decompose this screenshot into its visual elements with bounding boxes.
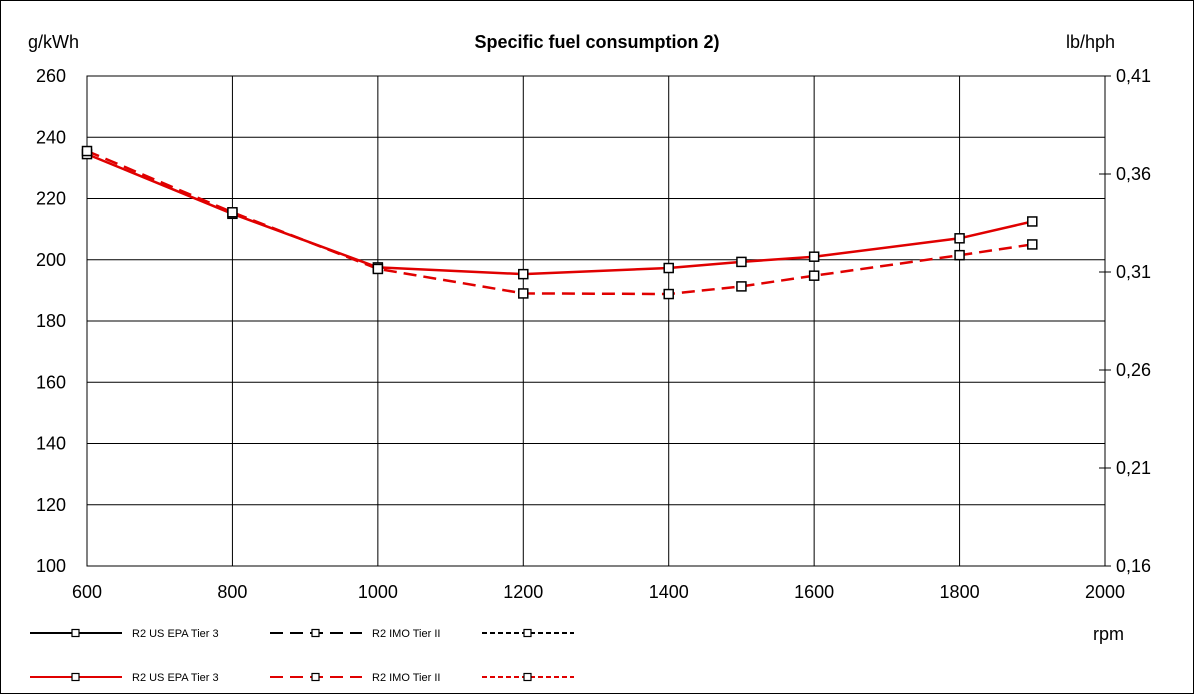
legend-label: R2 IMO Tier II (372, 672, 440, 684)
y-right-tick-label: 0,31 (1116, 262, 1151, 282)
legend-label: R2 US EPA Tier 3 (132, 628, 219, 640)
data-point (954, 233, 965, 244)
legend-marker (311, 672, 320, 682)
y-left-tick-label: 100 (36, 556, 66, 576)
y-right-tick-label: 0,21 (1116, 458, 1151, 478)
y-left-tick-label: 240 (36, 127, 66, 147)
data-point (227, 207, 238, 218)
x-tick-label: 1000 (358, 582, 398, 602)
legend-marker (311, 628, 320, 638)
data-point (518, 268, 529, 280)
data-point (372, 263, 384, 275)
y-right-tick-label: 0,26 (1116, 360, 1151, 380)
x-tick-label: 600 (72, 582, 102, 602)
data-point (808, 251, 820, 262)
x-tick-label: 800 (217, 582, 247, 602)
data-point (81, 145, 93, 157)
legend-marker (71, 672, 80, 682)
legend-marker (523, 672, 532, 682)
y-left-tick-label: 200 (36, 250, 66, 270)
legend-label: R2 US EPA Tier 3 (132, 672, 219, 684)
series-lines (86, 149, 1033, 296)
legend-marker (71, 628, 80, 638)
y-left-tick-label: 260 (36, 66, 66, 86)
y-left-tick-label: 120 (36, 495, 66, 515)
data-point (954, 249, 965, 261)
legend-label: R2 IMO Tier II (372, 628, 440, 640)
data-point (736, 281, 747, 292)
y-right-tick-label: 0,16 (1116, 556, 1151, 576)
data-point (1027, 216, 1038, 227)
y-axis-right-label: lb/hph (1066, 32, 1115, 52)
y-right-tick-label: 0,41 (1116, 66, 1151, 86)
x-axis-label: rpm (1093, 624, 1124, 644)
legend: R2 US EPA Tier 3 R2 IMO Tier II R2 US EPA … (30, 628, 574, 684)
data-point (1027, 239, 1038, 250)
chart-title: Specific fuel consumption 2) (474, 32, 719, 52)
plot-area (86, 75, 1106, 567)
data-point (736, 256, 747, 268)
data-point (808, 270, 820, 281)
y-left-tick-label: 140 (36, 434, 66, 454)
data-point (518, 288, 529, 299)
data-point (663, 262, 674, 274)
y-left-tick-label: 160 (36, 372, 66, 392)
x-tick-label: 1200 (503, 582, 543, 602)
y-left-tick-label: 180 (36, 311, 66, 331)
y-left-tick-label: 220 (36, 189, 66, 209)
axes: 600 800 1000 1200 1400 1600 1800 2000 100 120 140 1… (36, 66, 1151, 602)
x-tick-label: 1800 (940, 582, 980, 602)
series-markers (81, 145, 1038, 300)
x-tick-label: 1400 (649, 582, 689, 602)
data-point (663, 288, 674, 300)
x-tick-label: 1600 (794, 582, 834, 602)
y-right-tick-label: 0,36 (1116, 164, 1151, 184)
legend-marker (523, 628, 532, 638)
y-axis-left-label: g/kWh (28, 32, 79, 52)
grid (86, 75, 1106, 567)
x-tick-label: 2000 (1085, 582, 1125, 602)
